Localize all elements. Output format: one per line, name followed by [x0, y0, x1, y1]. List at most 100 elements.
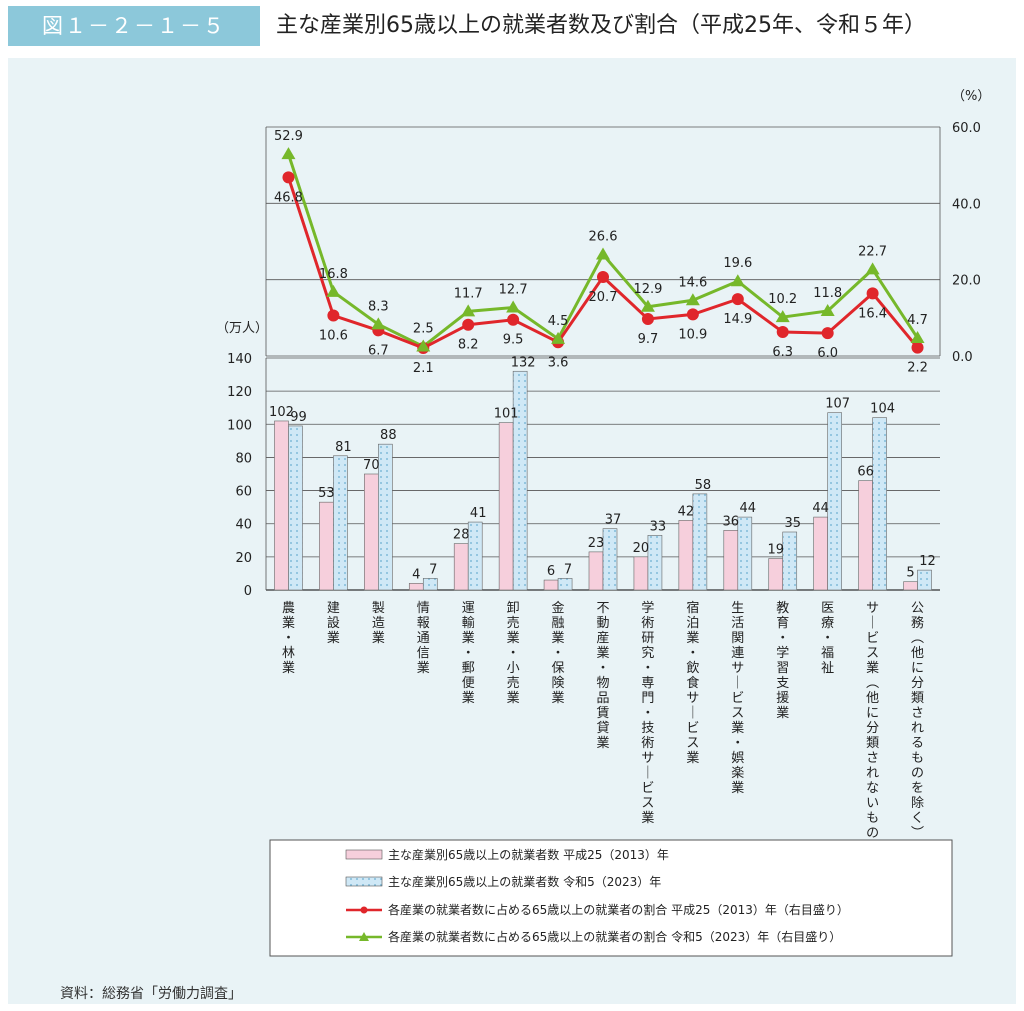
line-2023-value-label: 11.7 [454, 286, 483, 301]
bar-2023-value-label: 132 [511, 355, 536, 370]
bar-2013 [588, 551, 604, 591]
line-2023-marker [685, 293, 700, 306]
line-2023-marker [910, 331, 925, 344]
bar-2013 [319, 501, 334, 591]
left-tick-label: 0 [244, 584, 252, 599]
line-2023-marker [730, 274, 745, 287]
left-tick-label: 20 [235, 551, 252, 566]
category-label: 卸売業・小売業 [507, 600, 520, 706]
line-2013-value-label: 9.5 [503, 333, 524, 348]
bar-2013-value-label: 6 [547, 564, 555, 579]
line-2023-marker [865, 262, 880, 275]
line-2013-value-label: 10.9 [678, 327, 707, 342]
bar-2023 [647, 535, 663, 591]
legend-swatch-bar-2023 [345, 876, 383, 887]
legend-swatch-bar-2013 [345, 849, 383, 860]
line-2023-marker [551, 331, 566, 344]
bar-2023 [872, 417, 887, 591]
bar-2023-value-label: 7 [429, 562, 437, 577]
left-tick-label: 140 [227, 352, 252, 367]
category-label: 不動産業・物品賃貸業 [596, 601, 609, 751]
bar-2023 [288, 425, 303, 591]
bar-2023-value-label: 44 [740, 501, 757, 516]
bar-2023-value-label: 41 [470, 506, 487, 521]
line-2023-value-label: 11.8 [813, 286, 842, 301]
bar-2013-value-label: 36 [723, 514, 740, 529]
line-2023-value-label: 16.8 [319, 267, 348, 282]
bar-2013 [768, 558, 784, 591]
line-2013-value-label: 2.1 [413, 361, 434, 376]
bar-2023 [333, 455, 348, 591]
lines-layer [281, 147, 925, 354]
bar-2013-value-label: 42 [678, 504, 695, 519]
bar-2023-value-label: 12 [919, 554, 936, 569]
line-2013-value-label: 6.7 [368, 343, 389, 358]
legend-label-line-2013: 各産業の就業者数に占める65歳以上の就業者の割合 平成25（2013）年（右目盛… [388, 902, 849, 917]
line-2013-marker [911, 341, 924, 354]
bar-2023 [557, 578, 573, 591]
line-2013-marker [686, 308, 699, 321]
line-2023-value-label: 10.2 [768, 292, 797, 307]
line-2023-marker [461, 304, 476, 317]
bar-2023-value-label: 81 [335, 440, 352, 455]
line-2023-value-label: 22.7 [858, 244, 887, 259]
line-2013-marker [866, 287, 879, 300]
bar-2023 [782, 531, 798, 591]
category-label: 製造業 [372, 601, 385, 646]
category-label: 生活関連サ｜ビス業・娯楽業 [731, 601, 744, 796]
line-2013-marker [282, 171, 295, 184]
line-2013-marker [597, 270, 609, 283]
bar-2023-value-label: 35 [784, 516, 801, 531]
right-tick-label: 20.0 [952, 274, 981, 289]
bar-2013-value-label: 23 [588, 536, 605, 551]
bar-2013 [858, 480, 873, 591]
bar-2023-value-label: 33 [650, 519, 667, 534]
line-2013-value-label: 6.3 [772, 345, 793, 360]
line-2013-marker [507, 313, 520, 326]
left-tick-label: 100 [227, 418, 252, 433]
bar-2023-value-label: 104 [870, 402, 895, 417]
category-label: 金融業・保険業 [552, 600, 565, 706]
bar-2023-value-label: 37 [605, 513, 622, 528]
bar-2013 [274, 420, 289, 591]
bar-2013-value-label: 44 [812, 501, 829, 516]
line-2023-value-label: 8.3 [368, 299, 389, 314]
bar-2013 [903, 581, 918, 591]
line-2023-value-label: 4.5 [548, 314, 569, 329]
bar-2023-value-label: 7 [564, 562, 572, 577]
bar-2013-value-label: 102 [269, 405, 294, 420]
line-2023-marker [775, 310, 790, 323]
bar-2013-value-label: 4 [412, 567, 420, 582]
category-label: 農業・林業 [282, 601, 295, 676]
left-tick-label: 80 [235, 451, 252, 466]
left-tick-label: 60 [235, 485, 252, 500]
line-2023-value-label: 4.7 [907, 313, 928, 328]
bar-2023-value-label: 107 [825, 397, 850, 412]
bar-2013 [498, 422, 514, 591]
line-2013-value-label: 14.9 [723, 312, 752, 327]
bar-2023-value-label: 99 [290, 410, 307, 425]
line-2013-marker [641, 312, 654, 325]
line-2023-value-label: 2.5 [413, 321, 434, 336]
bar-2023-value-label: 88 [380, 428, 397, 443]
bar-2013-value-label: 20 [633, 541, 650, 556]
line-2023-marker [596, 247, 610, 260]
legend-label-bar-2023: 主な産業別65歳以上の就業者数 令和5（2023）年 [388, 874, 661, 889]
right-tick-label: 60.0 [952, 121, 981, 136]
bar-2013 [364, 473, 379, 591]
bar-2023 [737, 516, 753, 591]
bar-2013-value-label: 5 [906, 566, 914, 581]
line-2023-value-label: 12.9 [633, 282, 662, 297]
bar-2013-value-label: 19 [767, 543, 784, 558]
line-2013-marker [327, 309, 340, 322]
line-2023-marker [416, 339, 431, 352]
right-axis-unit: （%） [952, 89, 990, 104]
figure-title: 主な産業別65歳以上の就業者数及び割合（平成25年、令和５年） [276, 13, 926, 38]
bar-2013 [633, 556, 649, 591]
line-2013-value-label: 8.2 [458, 338, 479, 353]
line-2023-value-label: 26.6 [589, 229, 618, 244]
line-2013-value-label: 16.4 [858, 306, 887, 321]
bar-2023 [827, 412, 842, 591]
